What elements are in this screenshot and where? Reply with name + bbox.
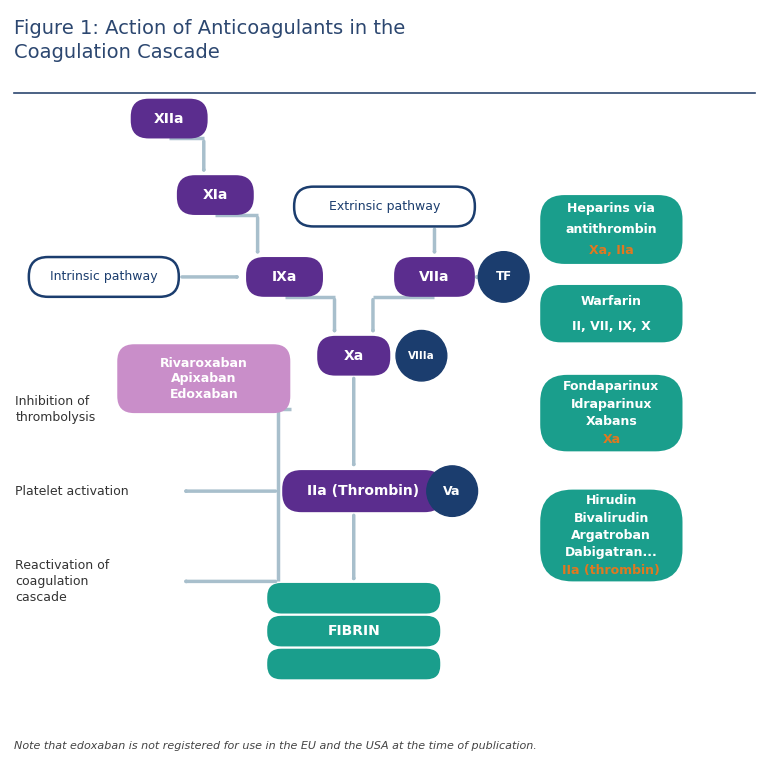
FancyBboxPatch shape — [282, 470, 444, 513]
FancyBboxPatch shape — [177, 175, 254, 215]
Text: Va: Va — [444, 485, 461, 497]
Text: Bivalirudin: Bivalirudin — [574, 512, 649, 525]
FancyBboxPatch shape — [540, 375, 683, 451]
FancyBboxPatch shape — [540, 285, 683, 343]
Text: Dabigatran...: Dabigatran... — [565, 546, 657, 559]
Text: II, VII, IX, X: II, VII, IX, X — [572, 320, 651, 333]
Text: IIa (thrombin): IIa (thrombin) — [562, 564, 661, 577]
Text: Extrinsic pathway: Extrinsic pathway — [329, 200, 440, 213]
Text: Hirudin: Hirudin — [586, 494, 637, 507]
Text: Idraparinux: Idraparinux — [571, 398, 652, 411]
Circle shape — [478, 252, 529, 302]
Text: IIa (Thrombin): IIa (Thrombin) — [307, 484, 419, 498]
Text: VIIIa: VIIIa — [408, 350, 434, 361]
FancyBboxPatch shape — [29, 257, 179, 297]
Text: Reactivation of
coagulation
cascade: Reactivation of coagulation cascade — [15, 559, 110, 604]
FancyBboxPatch shape — [540, 490, 683, 581]
Text: TF: TF — [496, 271, 511, 283]
Text: XIa: XIa — [203, 188, 228, 202]
FancyBboxPatch shape — [268, 616, 440, 646]
Text: Warfarin: Warfarin — [581, 295, 642, 308]
FancyBboxPatch shape — [268, 649, 440, 679]
Circle shape — [396, 330, 447, 381]
Text: Xabans: Xabans — [585, 415, 638, 428]
Text: Heparins via: Heparins via — [568, 202, 655, 215]
Text: XIIa: XIIa — [154, 112, 185, 125]
FancyBboxPatch shape — [246, 257, 323, 297]
Text: Inhibition of
thrombolysis: Inhibition of thrombolysis — [15, 395, 95, 424]
Text: Note that edoxaban is not registered for use in the EU and the USA at the time o: Note that edoxaban is not registered for… — [14, 741, 537, 751]
Text: Xa: Xa — [602, 433, 621, 446]
Text: Figure 1: Action of Anticoagulants in the
Coagulation Cascade: Figure 1: Action of Anticoagulants in th… — [14, 19, 405, 63]
FancyBboxPatch shape — [318, 336, 391, 376]
Text: FIBRIN: FIBRIN — [328, 624, 380, 638]
FancyBboxPatch shape — [294, 187, 474, 226]
Circle shape — [427, 466, 478, 516]
Text: Rivaroxaban
Apixaban
Edoxaban: Rivaroxaban Apixaban Edoxaban — [160, 356, 248, 401]
Text: Fondaparinux: Fondaparinux — [563, 380, 660, 393]
Text: Platelet activation: Platelet activation — [15, 485, 129, 497]
FancyBboxPatch shape — [268, 583, 440, 614]
Text: antithrombin: antithrombin — [565, 223, 657, 236]
Text: Argatroban: Argatroban — [571, 529, 651, 542]
FancyBboxPatch shape — [394, 257, 474, 297]
Text: Intrinsic pathway: Intrinsic pathway — [50, 271, 158, 283]
Text: Xa, IIa: Xa, IIa — [589, 244, 634, 257]
FancyBboxPatch shape — [118, 344, 291, 413]
FancyBboxPatch shape — [131, 99, 208, 138]
Text: Xa: Xa — [344, 349, 364, 363]
FancyBboxPatch shape — [540, 195, 683, 264]
Text: IXa: IXa — [272, 270, 297, 284]
Text: VIIa: VIIa — [419, 270, 450, 284]
